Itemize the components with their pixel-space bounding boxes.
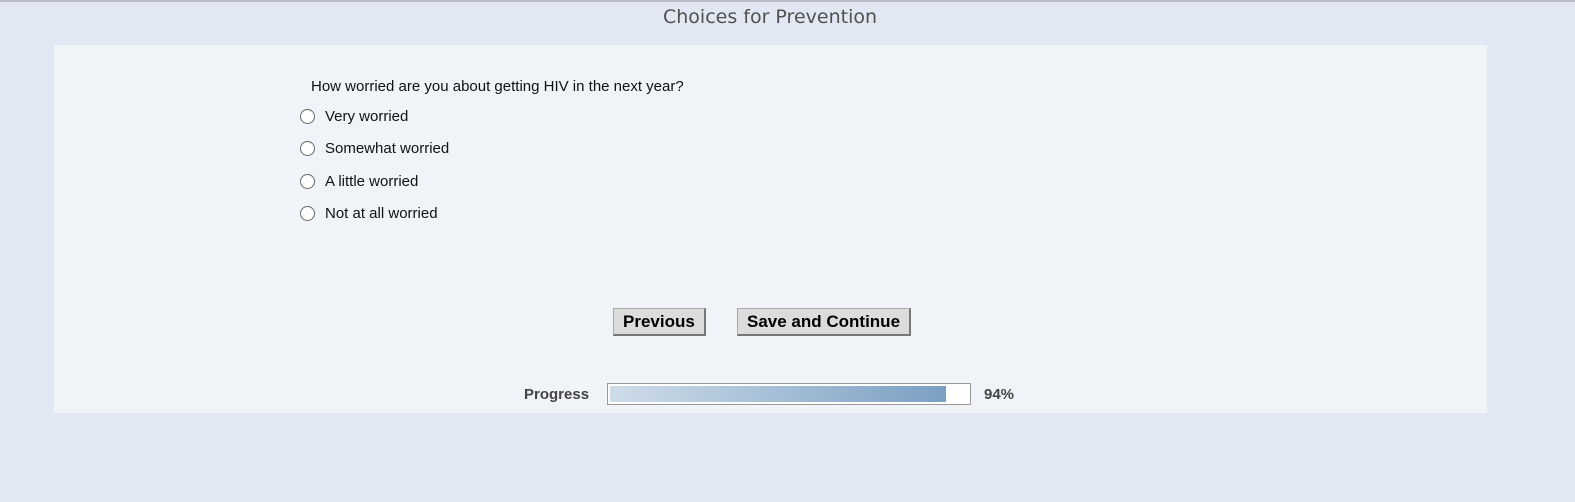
option-label: Not at all worried: [325, 205, 438, 222]
survey-panel: How worried are you about getting HIV in…: [54, 45, 1487, 413]
progress-label: Progress: [524, 386, 590, 403]
radio-button[interactable]: [300, 174, 315, 189]
page-title: Choices for Prevention: [662, 6, 878, 28]
save-and-continue-button[interactable]: Save and Continue: [737, 308, 912, 336]
previous-button[interactable]: Previous: [613, 308, 706, 336]
option-somewhat-worried[interactable]: Somewhat worried: [300, 140, 449, 157]
progress-value: 94%: [984, 386, 1015, 403]
option-label: A little worried: [325, 173, 419, 190]
progress-bar: [607, 383, 971, 405]
option-label: Somewhat worried: [325, 140, 450, 157]
option-not-at-all-worried[interactable]: Not at all worried: [300, 205, 438, 222]
option-label: Very worried: [325, 108, 409, 125]
radio-button[interactable]: [300, 141, 315, 156]
question-text: How worried are you about getting HIV in…: [311, 78, 684, 95]
radio-button[interactable]: [300, 109, 315, 124]
progress-fill: [610, 386, 947, 402]
option-very-worried[interactable]: Very worried: [300, 108, 408, 125]
radio-button[interactable]: [300, 206, 315, 221]
option-a-little-worried[interactable]: A little worried: [300, 173, 418, 190]
